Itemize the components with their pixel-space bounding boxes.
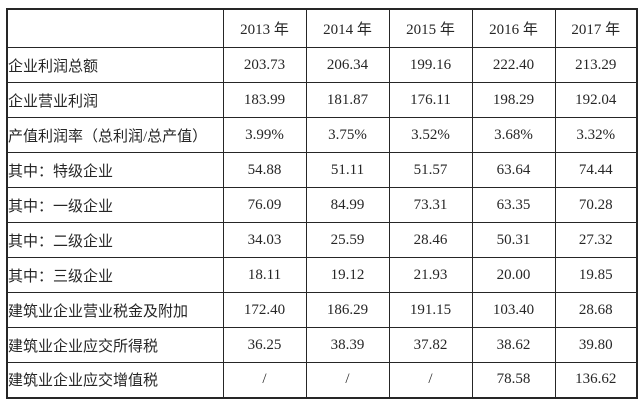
cell: 38.39 (305, 327, 390, 363)
table-row: 其中：特级企业 54.88 51.11 51.57 63.64 74.44 (6, 152, 638, 188)
cell: / (388, 362, 473, 398)
cell: 213.29 (554, 47, 638, 83)
cell: 76.09 (222, 187, 307, 223)
cell: 136.62 (554, 362, 638, 398)
cell: 27.32 (554, 222, 638, 258)
table-row: 其中：一级企业 76.09 84.99 73.31 63.35 70.28 (6, 187, 638, 223)
row-label: 建筑业企业营业税金及附加 (6, 292, 224, 328)
cell: 186.29 (305, 292, 390, 328)
column-header-2015: 2015 年 (388, 8, 473, 48)
cell: 176.11 (388, 82, 473, 118)
cell: 51.11 (305, 152, 390, 188)
cell: 63.35 (471, 187, 556, 223)
cell: 73.31 (388, 187, 473, 223)
row-label: 产值利润率（总利润/总产值） (6, 117, 224, 153)
cell: 38.62 (471, 327, 556, 363)
column-header-2017: 2017 年 (554, 8, 638, 48)
cell: / (222, 362, 307, 398)
cell: / (305, 362, 390, 398)
cell: 3.68% (471, 117, 556, 153)
row-label: 企业营业利润 (6, 82, 224, 118)
cell: 20.00 (471, 257, 556, 293)
row-label: 其中：特级企业 (6, 152, 224, 188)
table-row: 建筑业企业营业税金及附加 172.40 186.29 191.15 103.40… (6, 292, 638, 328)
table-row: 其中：三级企业 18.11 19.12 21.93 20.00 19.85 (6, 257, 638, 293)
cell: 191.15 (388, 292, 473, 328)
cell: 183.99 (222, 82, 307, 118)
cell: 19.12 (305, 257, 390, 293)
row-label: 建筑业企业应交增值税 (6, 362, 224, 398)
cell: 198.29 (471, 82, 556, 118)
cell: 18.11 (222, 257, 307, 293)
cell: 54.88 (222, 152, 307, 188)
cell: 78.58 (471, 362, 556, 398)
table-row: 产值利润率（总利润/总产值） 3.99% 3.75% 3.52% 3.68% 3… (6, 117, 638, 153)
cell: 206.34 (305, 47, 390, 83)
row-label: 其中：一级企业 (6, 187, 224, 223)
cell: 203.73 (222, 47, 307, 83)
cell: 63.64 (471, 152, 556, 188)
column-header-2013: 2013 年 (222, 8, 307, 48)
cell: 37.82 (388, 327, 473, 363)
cell: 28.46 (388, 222, 473, 258)
row-label: 其中：二级企业 (6, 222, 224, 258)
cell: 103.40 (471, 292, 556, 328)
column-header-2016: 2016 年 (471, 8, 556, 48)
cell: 70.28 (554, 187, 638, 223)
cell: 3.52% (388, 117, 473, 153)
cell: 222.40 (471, 47, 556, 83)
cell: 181.87 (305, 82, 390, 118)
cell: 3.99% (222, 117, 307, 153)
cell: 3.75% (305, 117, 390, 153)
cell: 192.04 (554, 82, 638, 118)
cell: 51.57 (388, 152, 473, 188)
header-row: 2013 年 2014 年 2015 年 2016 年 2017 年 (6, 8, 638, 48)
cell: 36.25 (222, 327, 307, 363)
cell: 34.03 (222, 222, 307, 258)
corner-cell (6, 8, 224, 48)
table-row: 企业营业利润 183.99 181.87 176.11 198.29 192.0… (6, 82, 638, 118)
financial-data-table: 2013 年 2014 年 2015 年 2016 年 2017 年 企业利润总… (6, 8, 638, 399)
cell: 25.59 (305, 222, 390, 258)
cell: 19.85 (554, 257, 638, 293)
row-label: 建筑业企业应交所得税 (6, 327, 224, 363)
cell: 39.80 (554, 327, 638, 363)
cell: 21.93 (388, 257, 473, 293)
row-label: 其中：三级企业 (6, 257, 224, 293)
cell: 84.99 (305, 187, 390, 223)
cell: 28.68 (554, 292, 638, 328)
cell: 172.40 (222, 292, 307, 328)
row-label: 企业利润总额 (6, 47, 224, 83)
table-row: 建筑业企业应交所得税 36.25 38.39 37.82 38.62 39.80 (6, 327, 638, 363)
table-row: 企业利润总额 203.73 206.34 199.16 222.40 213.2… (6, 47, 638, 83)
table-row: 其中：二级企业 34.03 25.59 28.46 50.31 27.32 (6, 222, 638, 258)
cell: 199.16 (388, 47, 473, 83)
table-row: 建筑业企业应交增值税 / / / 78.58 136.62 (6, 362, 638, 398)
cell: 74.44 (554, 152, 638, 188)
cell: 50.31 (471, 222, 556, 258)
column-header-2014: 2014 年 (305, 8, 390, 48)
cell: 3.32% (554, 117, 638, 153)
